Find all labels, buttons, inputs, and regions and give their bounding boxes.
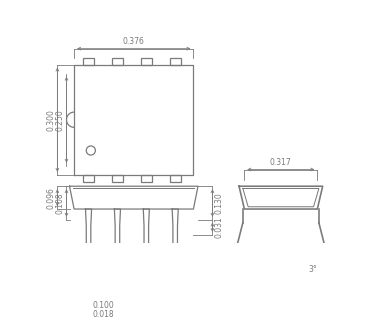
Text: 0.018: 0.018 [92, 310, 114, 319]
Text: 3°: 3° [308, 265, 317, 275]
Text: 0.317: 0.317 [270, 158, 292, 167]
Bar [112, 58, 123, 65]
Bar [112, 175, 123, 182]
Bar [83, 58, 94, 65]
Bar [170, 58, 181, 65]
Text: 0.096: 0.096 [46, 187, 55, 209]
Bar [141, 175, 152, 182]
Text: 0.100: 0.100 [92, 301, 114, 310]
Text: 0.376: 0.376 [123, 37, 145, 46]
Bar [170, 175, 181, 182]
Text: 0.031: 0.031 [215, 216, 224, 238]
Text: 0.130: 0.130 [215, 192, 224, 214]
Text: 0.300: 0.300 [46, 109, 55, 131]
Bar [141, 58, 152, 65]
Bar [83, 175, 94, 182]
Text: 0.108: 0.108 [55, 192, 64, 214]
Text: 0.250: 0.250 [55, 109, 64, 131]
